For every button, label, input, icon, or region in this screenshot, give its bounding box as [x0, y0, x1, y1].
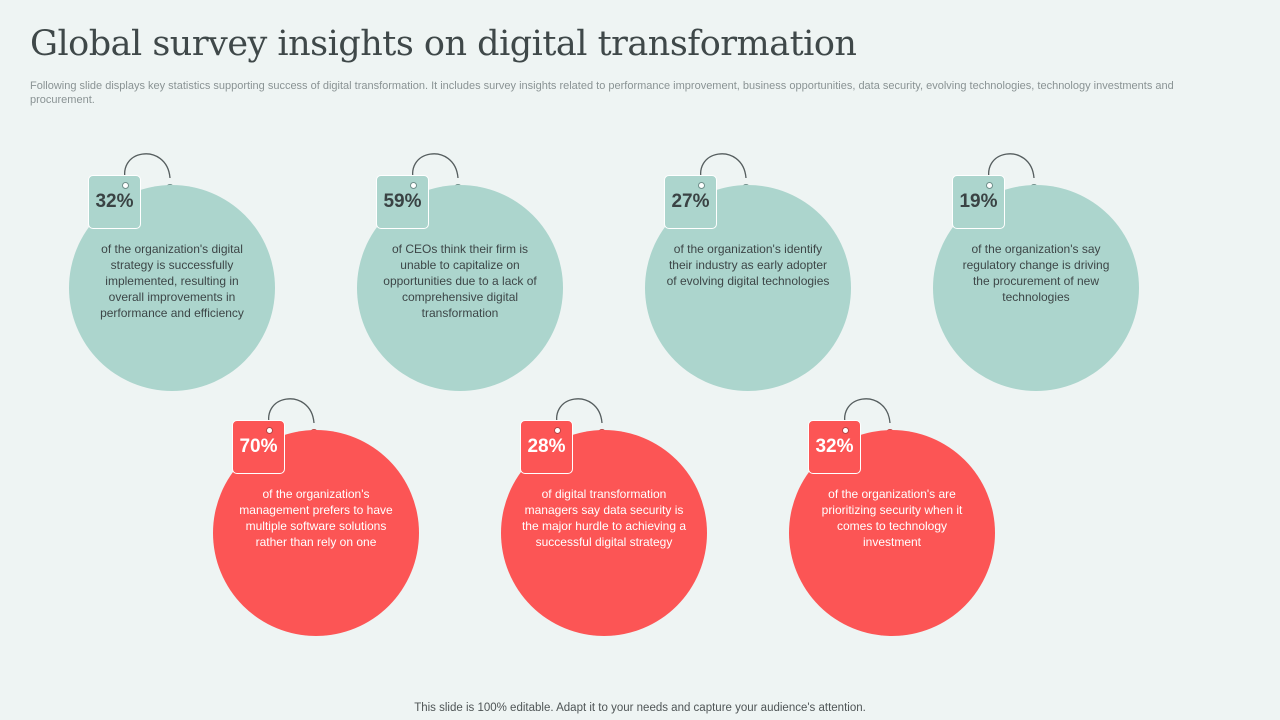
tag-hole-icon — [554, 427, 561, 434]
stat-description: of CEOs think their firm is unable to ca… — [383, 242, 537, 320]
stat-description: of the organization's are prioritizing s… — [821, 487, 963, 549]
stat-tag: 32% — [88, 175, 141, 229]
stat-percent: 32% — [95, 191, 134, 212]
stat-card: of the organization's digital strategy i… — [69, 145, 279, 395]
tag-hole-icon — [986, 182, 993, 189]
page-subtitle: Following slide displays key statistics … — [30, 80, 1174, 106]
stat-card: of CEOs think their firm is unable to ca… — [357, 145, 567, 395]
stat-description: of the organization's identify their ind… — [666, 242, 830, 288]
stat-description: of the organization's say regulatory cha… — [962, 242, 1110, 304]
stat-tag: 32% — [808, 420, 861, 474]
stat-percent: 59% — [383, 191, 422, 212]
stat-tag: 59% — [376, 175, 429, 229]
stat-percent: 19% — [959, 191, 998, 212]
tag-hole-icon — [266, 427, 273, 434]
stat-percent: 28% — [527, 436, 566, 457]
stat-percent: 32% — [815, 436, 854, 457]
tag-hole-icon — [842, 427, 849, 434]
stat-percent: 70% — [239, 436, 278, 457]
stat-tag: 70% — [232, 420, 285, 474]
tag-hole-icon — [698, 182, 705, 189]
stat-card: of the organization's identify their ind… — [645, 145, 855, 395]
stat-tag: 27% — [664, 175, 717, 229]
stat-description: of digital transformation managers say d… — [521, 487, 687, 549]
stat-card: of the organization's are prioritizing s… — [789, 390, 999, 640]
stat-circle: of the organization's are prioritizing s… — [789, 430, 995, 636]
stat-description: of the organization's digital strategy i… — [100, 242, 244, 320]
footer-note: This slide is 100% editable. Adapt it to… — [414, 702, 866, 714]
stat-card: of the organization's management prefers… — [213, 390, 423, 640]
stat-card: of the organization's say regulatory cha… — [933, 145, 1143, 395]
stat-tag: 28% — [520, 420, 573, 474]
page-title: Global survey insights on digital transf… — [30, 24, 857, 64]
tag-hole-icon — [410, 182, 417, 189]
stat-tag: 19% — [952, 175, 1005, 229]
stat-percent: 27% — [671, 191, 710, 212]
stat-description: of the organization's management prefers… — [239, 487, 393, 549]
tag-hole-icon — [122, 182, 129, 189]
stat-card: of digital transformation managers say d… — [501, 390, 711, 640]
